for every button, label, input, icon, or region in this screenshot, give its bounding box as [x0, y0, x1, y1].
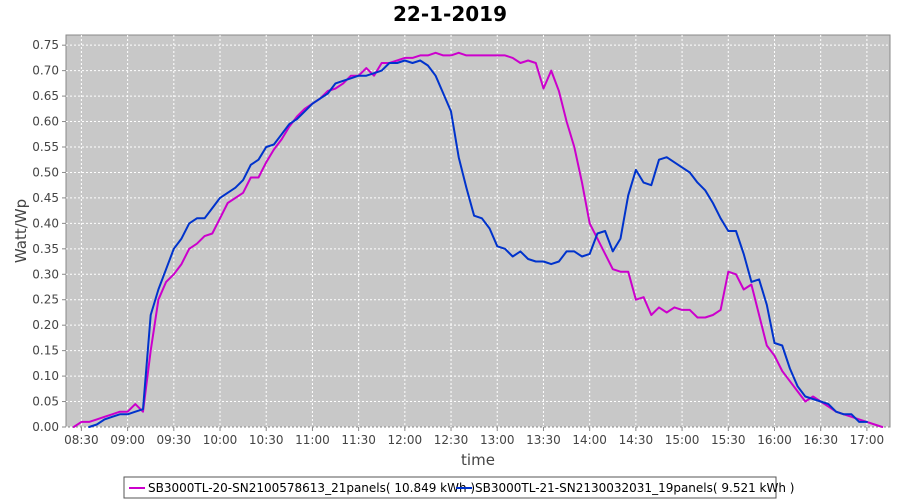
y-tick-label: 0.15 — [32, 344, 59, 358]
y-tick-label: 0.65 — [32, 89, 59, 103]
y-tick-label: 0.10 — [32, 369, 59, 383]
x-tick-label: 11:00 — [295, 433, 330, 447]
y-tick-label: 0.35 — [32, 242, 59, 256]
plot-area — [65, 34, 891, 428]
x-tick-label: 12:30 — [434, 433, 469, 447]
series-layer — [72, 51, 884, 428]
x-tick-label: 15:30 — [711, 433, 746, 447]
y-tick-label: 0.50 — [32, 165, 59, 179]
x-tick-label: 14:00 — [572, 433, 607, 447]
legend-label-series-1: SB3000TL-20-SN2100578613_21panels( 10.84… — [148, 481, 475, 495]
y-tick-label: 0.25 — [32, 293, 59, 307]
x-tick-label: 16:00 — [757, 433, 792, 447]
y-axis-label: Watt/Wp — [12, 199, 30, 263]
x-tick-label: 13:30 — [526, 433, 561, 447]
legend-box — [123, 476, 777, 499]
x-tick-label: 16:30 — [803, 433, 838, 447]
x-axis-ticks: 08:30 09:00 09:30 10:00 10:30 11:00 11:30 12:00… — [64, 427, 884, 447]
y-tick-label: 0.60 — [32, 115, 59, 129]
x-axis-label: time — [461, 451, 495, 469]
series-1-line — [72, 51, 884, 428]
legend-label-series-2: SB3000TL-21-SN2130032031_19panels( 9.521… — [475, 481, 794, 495]
x-tick-label: 10:00 — [203, 433, 238, 447]
y-tick-label: 0.55 — [32, 140, 59, 154]
y-tick-label: 0.30 — [32, 267, 59, 281]
chart-title: 22-1-2019 — [393, 2, 507, 26]
x-tick-label: 17:00 — [850, 433, 885, 447]
legend: SB3000TL-20-SN2100578613_21panels( 10.84… — [123, 476, 794, 499]
y-axis-ticks: 0.00 0.05 0.10 0.15 0.20 0.25 0.30 0.35 0.40 0.45… — [32, 38, 66, 434]
y-tick-label: 0.05 — [32, 395, 59, 409]
x-tick-label: 15:00 — [665, 433, 700, 447]
y-tick-label: 0.70 — [32, 64, 59, 78]
y-tick-label: 0.00 — [32, 420, 59, 434]
x-tick-label: 08:30 — [64, 433, 99, 447]
x-tick-label: 12:00 — [388, 433, 423, 447]
x-tick-label: 11:30 — [341, 433, 376, 447]
y-tick-label: 0.20 — [32, 318, 59, 332]
x-tick-label: 09:30 — [157, 433, 192, 447]
x-tick-label: 13:00 — [480, 433, 515, 447]
y-tick-label: 0.75 — [32, 38, 59, 52]
x-tick-label: 09:00 — [110, 433, 145, 447]
series-2-line — [88, 59, 868, 428]
grid-lines — [66, 35, 890, 428]
x-tick-label: 14:30 — [619, 433, 654, 447]
x-tick-label: 10:30 — [249, 433, 284, 447]
y-tick-label: 0.40 — [32, 216, 59, 230]
y-tick-label: 0.45 — [32, 191, 59, 205]
